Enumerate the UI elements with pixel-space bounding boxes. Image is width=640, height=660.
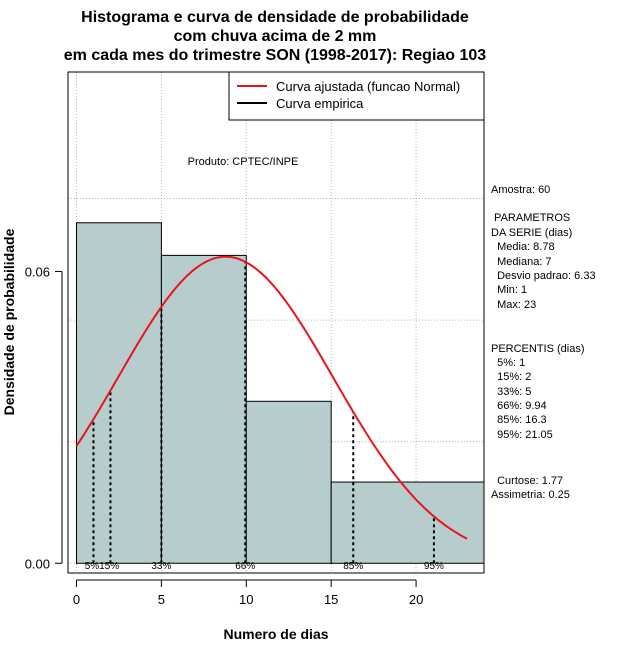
- stats-line-5: Desvio padrao: 6.33: [491, 270, 596, 282]
- x-tick-label-1: 5: [158, 592, 165, 607]
- x-tick-label-0: 0: [73, 592, 80, 607]
- stats-line-11: 33%: 5: [491, 386, 531, 398]
- x-axis: [75, 579, 417, 587]
- histogram-bar-2: [245, 400, 332, 564]
- fitted-normal-curve: [75, 255, 468, 540]
- percentile-label-4: 95%: [424, 561, 444, 572]
- stats-line-16: Assimetria: 0.25: [491, 489, 570, 501]
- percentile-label-0: 5%15%: [85, 561, 120, 572]
- y-tick-label-1: 0.06: [25, 264, 50, 279]
- y-tick-label-0: 0.00: [25, 556, 50, 571]
- y-axis-title: Densidade de probabilidade: [1, 228, 17, 415]
- histogram-bar-1: [160, 254, 247, 564]
- percentile-label-3: 85%: [343, 561, 363, 572]
- stats-line-2: DA SERIE (dias): [491, 227, 572, 239]
- histogram-bar-0: [75, 222, 162, 564]
- stats-line-8: PERCENTIS (dias): [491, 343, 585, 355]
- x-tick-label-2: 10: [239, 592, 253, 607]
- x-tick-label-4: 20: [409, 592, 423, 607]
- stats-line-14: 95%: 21.05: [491, 429, 553, 441]
- stats-line-13: 85%: 16.3: [491, 414, 547, 426]
- percentile-label-2: 66%: [235, 561, 255, 572]
- stats-line-1: PARAMETROS: [491, 212, 570, 224]
- stats-line-15: Curtose: 1.77: [491, 475, 563, 487]
- stats-line-3: Media: 8.78: [491, 241, 555, 253]
- x-axis-title: Numero de dias: [223, 626, 328, 642]
- stats-line-12: 66%: 9.94: [491, 400, 547, 412]
- x-tick-label-3: 15: [324, 592, 338, 607]
- stats-line-9: 5%: 1: [491, 357, 525, 369]
- legend-label-0: Curva ajustada (funcao Normal): [276, 79, 460, 94]
- chart-title-line-1: Histograma e curva de densidade de proba…: [81, 9, 469, 26]
- stats-line-0: Amostra: 60: [491, 184, 550, 196]
- legend-label-1: Curva empirica: [276, 96, 364, 111]
- percentile-label-1: 33%: [151, 561, 171, 572]
- product-annotation: Produto: CPTEC/INPE: [188, 156, 299, 168]
- stats-line-6: Min: 1: [491, 284, 527, 296]
- y-axis: [55, 270, 63, 564]
- stats-line-10: 15%: 2: [491, 371, 531, 383]
- legend: Curva ajustada (funcao Normal) Curva empi…: [228, 71, 485, 121]
- stats-line-4: Mediana: 7: [491, 256, 552, 268]
- chart-title-line-3: em cada mes do trimestre SON (1998-2017)…: [64, 47, 487, 64]
- histogram-bar-3: [330, 481, 485, 564]
- stats-line-7: Max: 23: [491, 299, 536, 311]
- legend-box: [228, 71, 485, 121]
- chart-title-line-2: com chuva acima de 2 mm: [174, 28, 377, 45]
